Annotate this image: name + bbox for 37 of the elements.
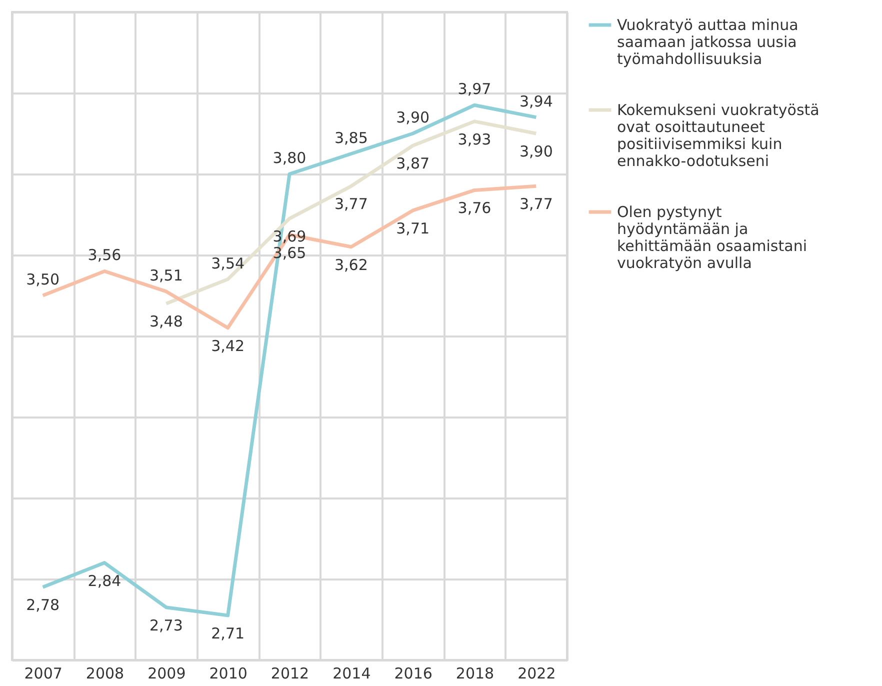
- legend-label: Vuokratyö auttaa minua saamaan jatkossa uusia työmahdollisuuksia: [617, 16, 798, 68]
- data-label: 3,85: [334, 128, 368, 147]
- data-label: 3,48: [149, 312, 183, 331]
- legend-label: Kokemukseni vuokratyöstä ovat osoittautuneet positiivisemmiksi kuin ennakko-odotukseni: [617, 101, 820, 170]
- data-label: 3,77: [519, 195, 553, 214]
- x-tick-label: 2009: [148, 664, 186, 682]
- data-label: 2,84: [88, 572, 122, 590]
- x-tick-label: 2010: [209, 664, 248, 682]
- data-label: 3,65: [272, 244, 306, 262]
- data-label: 3,69: [272, 228, 306, 246]
- data-label: 3,94: [519, 92, 553, 110]
- data-label: 3,71: [396, 219, 430, 238]
- data-label: 3,97: [458, 80, 492, 98]
- data-label: 3,56: [88, 246, 122, 264]
- data-label: 3,77: [334, 195, 368, 214]
- x-tick-label: 2018: [456, 664, 494, 682]
- x-tick-label: 2007: [24, 664, 62, 682]
- x-tick-label: 2012: [270, 664, 310, 682]
- data-label: 3,51: [149, 266, 183, 284]
- data-label: 2,71: [211, 624, 245, 642]
- data-label: 3,42: [211, 336, 245, 355]
- legend-label: Olen pystynyt hyödyntämään ja kehittämään osaamistani vuokratyön avulla: [617, 203, 807, 272]
- data-label: 3,54: [211, 254, 245, 272]
- data-label: 3,50: [26, 270, 60, 288]
- data-label: 3,80: [272, 149, 306, 167]
- data-label: 2,78: [26, 596, 60, 614]
- data-label: 3,87: [396, 154, 430, 173]
- data-label: 3,93: [458, 130, 492, 148]
- x-tick-label: 2016: [394, 664, 432, 682]
- x-tick-label: 2014: [332, 664, 371, 682]
- data-label: 3,62: [334, 256, 368, 274]
- data-label: 2,73: [149, 616, 183, 634]
- data-label: 3,90: [396, 108, 430, 126]
- data-label: 3,90: [519, 142, 553, 160]
- data-label: 3,76: [458, 199, 492, 218]
- x-tick-label: 2022: [518, 664, 556, 682]
- x-tick-label: 2008: [86, 664, 124, 682]
